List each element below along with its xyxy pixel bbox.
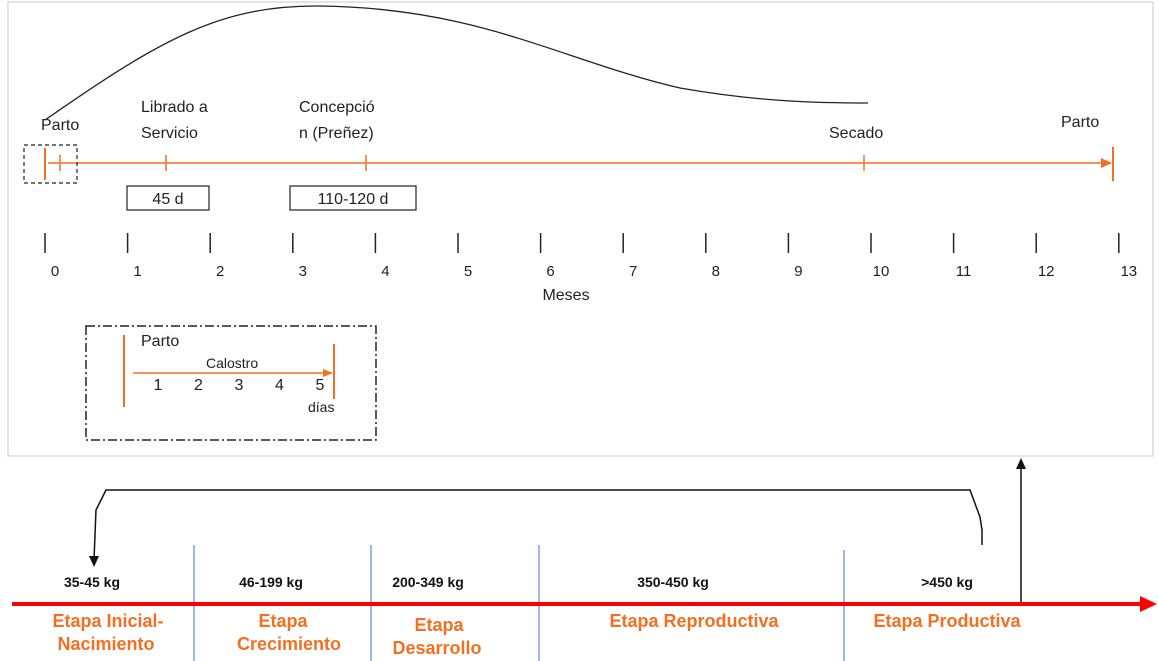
stage-name-crecimiento-line1: Etapa [258, 611, 308, 631]
calostro-label: Calostro [206, 355, 258, 371]
month-axis-label: Meses [542, 287, 589, 304]
inset-unit: días [308, 399, 334, 415]
event-label-concepcion-line1: Concepció [299, 99, 375, 116]
month-tick-label: 1 [133, 263, 141, 280]
stage-name-productiva: Etapa Productiva [873, 611, 1021, 631]
stage-name-crecimiento-line2: Crecimiento [237, 634, 341, 654]
zoom-highlight-box [23, 144, 78, 184]
inset-title: Parto [141, 333, 179, 350]
month-tick-label: 0 [51, 263, 59, 280]
event-label-concepcion-line2: n (Preñez) [299, 125, 374, 142]
stage-name-desarrollo-line2: Desarrollo [392, 638, 481, 658]
stage-name-desarrollo-line1: Etapa [414, 615, 464, 635]
month-tick-label: 5 [464, 263, 472, 280]
event-label-parto-end: Parto [1061, 114, 1099, 131]
cycle-return-arrowhead [89, 556, 99, 567]
month-tick-label: 4 [381, 263, 389, 280]
event-label-librado-line1: Librado a [141, 99, 208, 116]
event-label-parto-start: Parto [41, 117, 79, 134]
inset-day-label: 1 [154, 377, 163, 394]
calostro-arrowhead [323, 369, 333, 377]
inset-day-label: 3 [235, 377, 244, 394]
stage-name-inicial-line2: Nacimiento [57, 634, 154, 654]
cycle-panel [7, 1, 1154, 457]
interval-label-110-120d: 110-120 d [318, 191, 389, 208]
up-arrowhead [1016, 458, 1026, 469]
month-tick-label: 13 [1120, 263, 1137, 280]
stage-weight: 35-45 kg [64, 574, 120, 590]
inset-day-label: 2 [194, 377, 203, 394]
month-tick-label: 7 [629, 263, 637, 280]
month-tick-label: 12 [1038, 263, 1055, 280]
interval-box-45d [126, 185, 210, 211]
cycle-timeline-arrowhead [1101, 158, 1112, 168]
stage-name-inicial-line1: Etapa Inicial- [52, 611, 163, 631]
stage-weight: >450 kg [921, 574, 973, 590]
stage-weight: 200-349 kg [392, 574, 464, 590]
interval-label-45d: 45 d [152, 191, 183, 208]
month-tick-label: 8 [712, 263, 720, 280]
stage-weight: 350-450 kg [637, 574, 709, 590]
month-tick-label: 10 [873, 263, 890, 280]
month-tick-label: 11 [956, 263, 972, 280]
event-label-librado-line2: Servicio [141, 125, 198, 142]
inset-day-labels: 1 2 3 4 5 [154, 377, 325, 394]
inset-day-label: 5 [316, 377, 325, 394]
month-scale: 0 1 2 3 4 5 6 7 8 9 10 11 12 13 [44, 233, 1137, 280]
cycle-return-arrow-line [93, 489, 983, 561]
lactation-curve [44, 5, 869, 121]
stage-weight: 46-199 kg [239, 574, 303, 590]
month-tick-label: 3 [299, 263, 307, 280]
month-tick-label: 6 [546, 263, 554, 280]
inset-day-label: 4 [275, 377, 284, 394]
interval-box-110-120d [289, 185, 417, 211]
calostro-inset-box [85, 325, 377, 441]
month-tick-label: 2 [216, 263, 224, 280]
month-tick-label: 9 [794, 263, 802, 280]
stage-name-reproductiva: Etapa Reproductiva [609, 611, 779, 631]
stage-arrowhead [1140, 596, 1157, 612]
event-label-secado: Secado [829, 125, 883, 142]
